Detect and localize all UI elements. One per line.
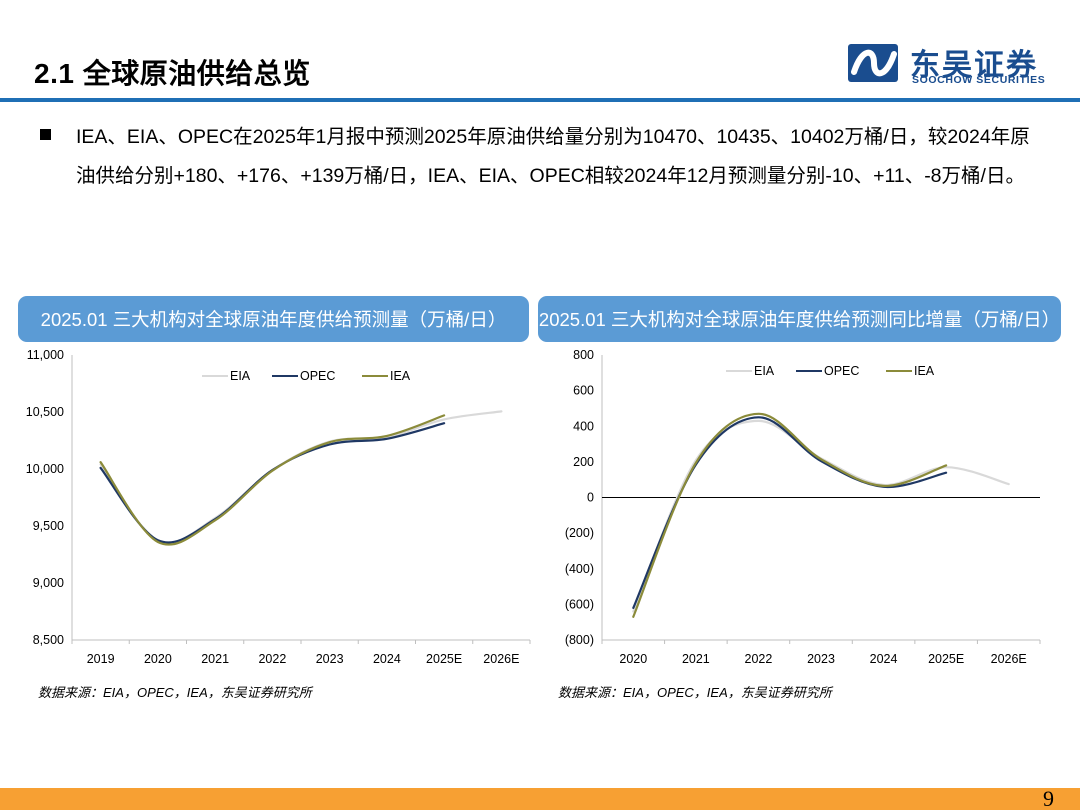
x-tick-label: 2019	[87, 652, 115, 666]
logo-english-name: SOOCHOW SECURITIES	[912, 74, 1046, 86]
series-line-opec	[99, 422, 446, 544]
legend-label-opec: OPEC	[824, 364, 859, 378]
x-tick-label: 2023	[316, 652, 344, 666]
left-chart-source: 数据来源：EIA，OPEC，IEA，东吴证券研究所	[38, 685, 312, 700]
x-tick-label: 2020	[619, 652, 647, 666]
x-tick-label: 2021	[682, 652, 710, 666]
supply-growth-chart: (800) (600) (400) (200) 0 200 400 600 800 2020 202…	[540, 340, 1060, 675]
legend-label-iea: IEA	[914, 364, 935, 378]
footer-bar	[0, 788, 1080, 810]
y-tick-label: 8,500	[33, 633, 64, 647]
y-tick-label: (600)	[565, 597, 594, 611]
x-tick-label: 2020	[144, 652, 172, 666]
legend-label-opec: OPEC	[300, 369, 335, 383]
series-line-iea	[99, 414, 446, 546]
x-tick-label: 2021	[201, 652, 229, 666]
y-tick-label: (200)	[565, 526, 594, 540]
legend-label-iea: IEA	[390, 369, 411, 383]
x-tick-label: 2026E	[483, 652, 519, 666]
y-tick-label: 0	[587, 491, 594, 505]
page-number: 9	[1043, 786, 1054, 810]
y-tick-label: (800)	[565, 633, 594, 647]
y-tick-label: 800	[573, 348, 594, 362]
series-line-opec	[632, 416, 948, 609]
x-tick-label: 2022	[745, 652, 773, 666]
left-chart-title: 2025.01 三大机构对全球原油年度供给预测量（万桶/日）	[18, 296, 529, 342]
x-tick-label: 2026E	[991, 652, 1027, 666]
page-title: 2.1 全球原油供给总览	[34, 58, 311, 89]
bullet-marker-icon	[40, 129, 51, 140]
x-tick-label: 2022	[258, 652, 286, 666]
y-tick-label: 11,000	[27, 348, 64, 362]
y-tick-label: 10,500	[26, 405, 64, 419]
legend-label-eia: EIA	[754, 364, 775, 378]
y-tick-label: 9,500	[33, 519, 64, 533]
right-chart-title: 2025.01 三大机构对全球原油年度供给预测同比增量（万桶/日）	[538, 296, 1061, 342]
series-line-iea	[632, 412, 948, 618]
y-tick-label: 400	[573, 419, 594, 433]
series-line-eia	[99, 410, 503, 545]
supply-forecast-chart: 8,500 9,000 9,500 10,000 10,500 11,000 2019 202…	[14, 340, 534, 675]
x-tick-label: 2023	[807, 652, 835, 666]
x-tick-label: 2025E	[928, 652, 964, 666]
right-chart-source: 数据来源：EIA，OPEC，IEA，东吴证券研究所	[558, 685, 832, 700]
x-tick-label: 2024	[870, 652, 898, 666]
supply-forecast-svg: 8,500 9,000 9,500 10,000 10,500 11,000 2019 202…	[26, 348, 531, 666]
supply-growth-svg: (800) (600) (400) (200) 0 200 400 600 800 2020 202…	[565, 348, 1041, 666]
y-tick-label: 200	[573, 455, 594, 469]
x-tick-label: 2024	[373, 652, 401, 666]
soochow-logo-icon	[848, 44, 898, 82]
summary-text: IEA、EIA、OPEC在2025年1月报中预测2025年原油供给量分别为104…	[76, 126, 1030, 187]
legend-label-eia: EIA	[230, 369, 251, 383]
x-tick-label: 2025E	[426, 652, 462, 666]
y-tick-label: 600	[573, 384, 594, 398]
y-tick-label: 9,000	[33, 576, 64, 590]
company-logo: 东吴证券 SOOCHOW SECURITIES	[848, 42, 1058, 88]
series-line-eia	[632, 419, 1010, 613]
title-divider	[0, 98, 1080, 102]
y-tick-label: 10,000	[26, 462, 64, 476]
y-tick-label: (400)	[565, 562, 594, 576]
logo-chinese-name: 东吴证券	[910, 49, 1038, 82]
